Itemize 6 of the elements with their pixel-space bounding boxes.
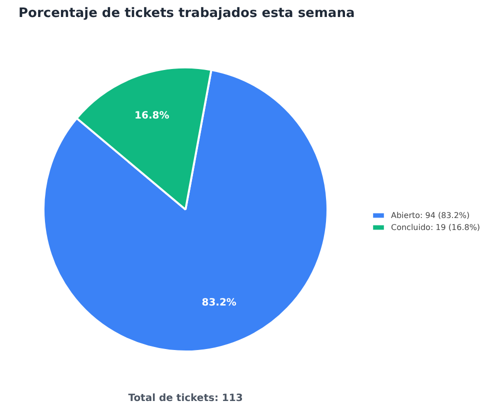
data-label: 16.8%: [134, 110, 170, 122]
legend-label: Concluido: 19 (16.8%): [391, 222, 480, 232]
text: Total de tickets: 113: [128, 393, 243, 404]
data-label: 83.2%: [202, 298, 236, 309]
chart-title: Porcentaje de tickets trabajados esta semana: [18, 6, 355, 21]
legend-label: Abierto: 94 (83.2%): [391, 210, 470, 220]
